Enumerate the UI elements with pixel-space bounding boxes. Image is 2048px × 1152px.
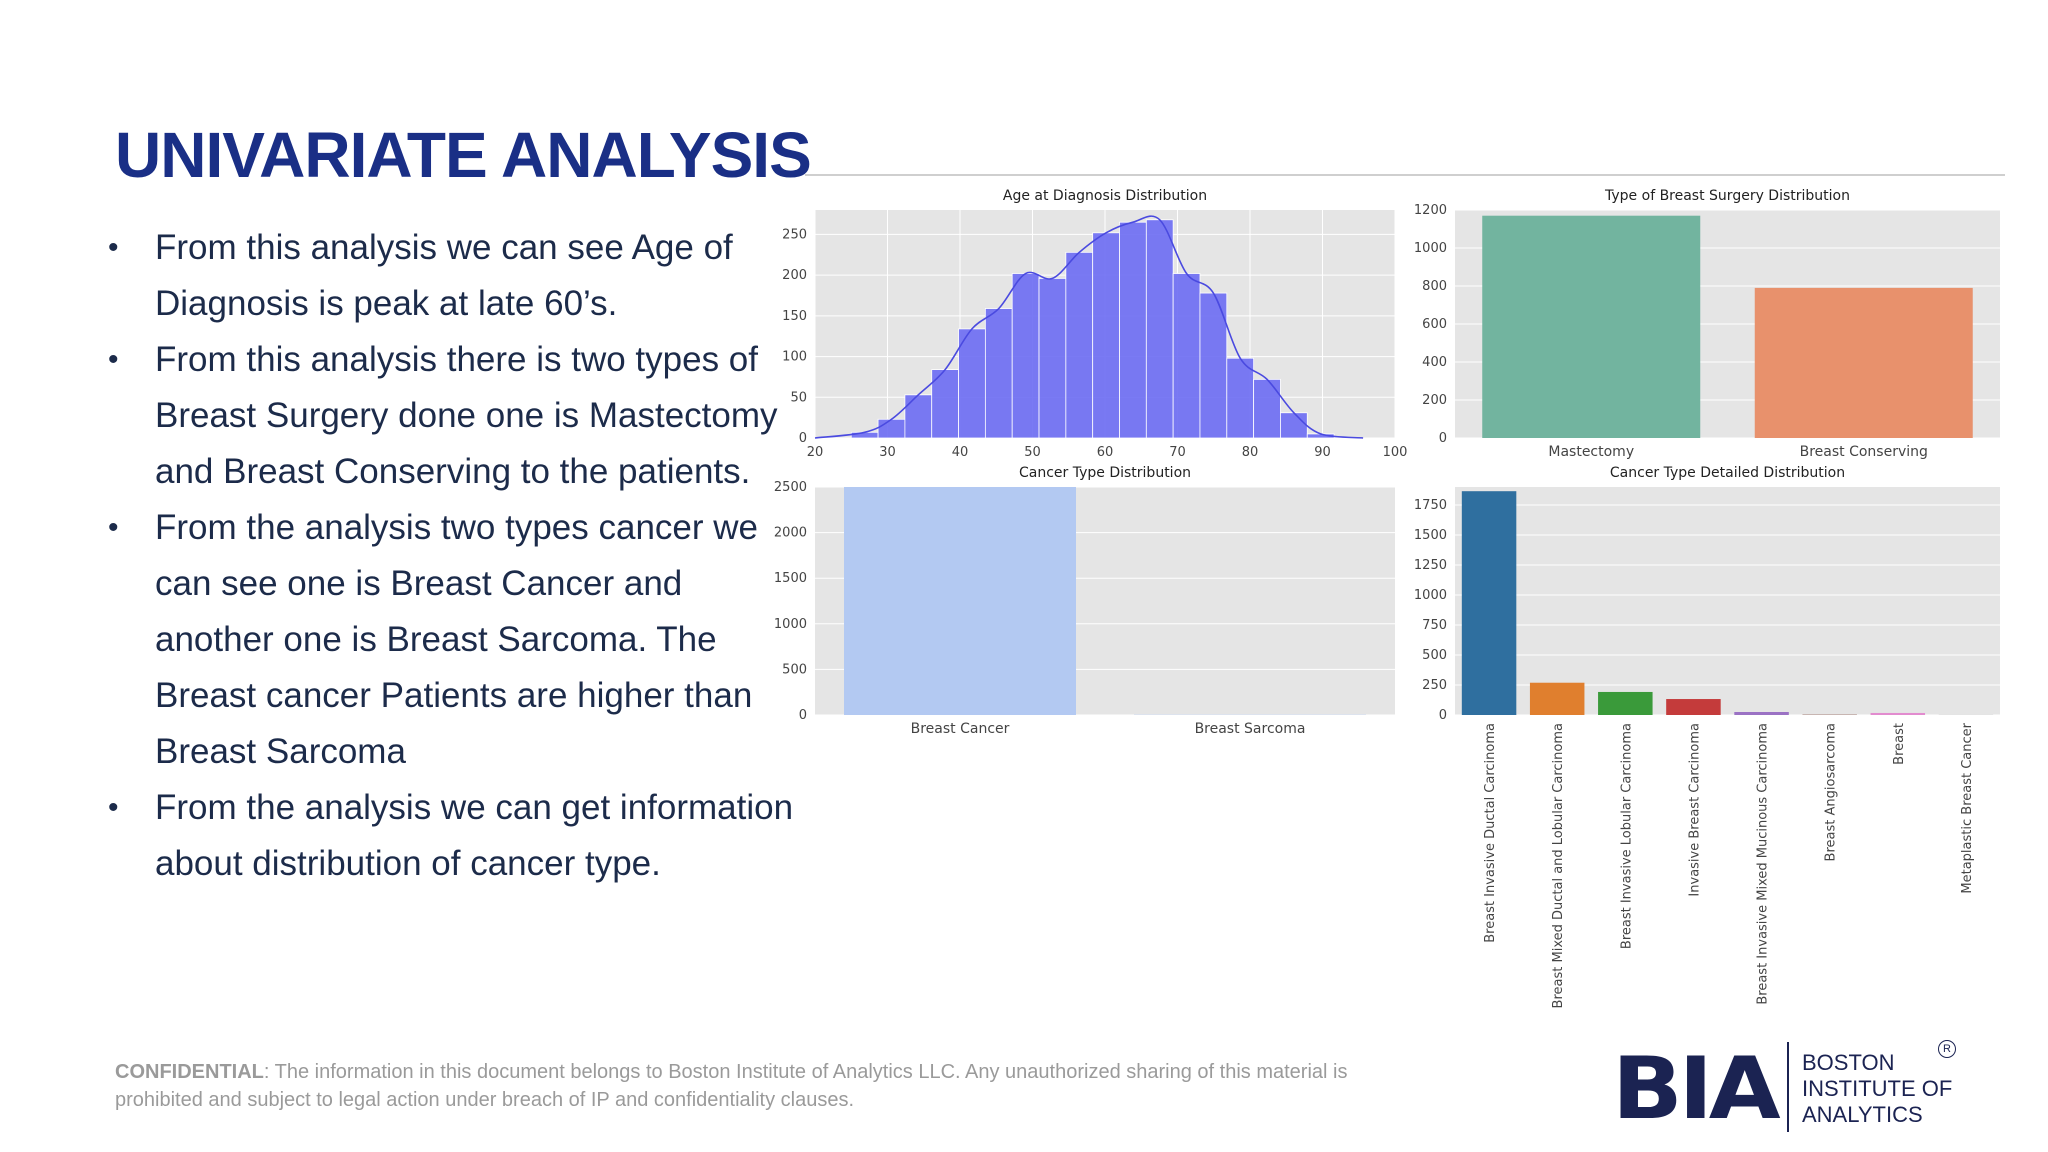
x-tick-label: Breast Cancer bbox=[911, 721, 1010, 737]
x-tick-label: 50 bbox=[1024, 445, 1041, 460]
logo-mark: BIA bbox=[1612, 1039, 1781, 1139]
x-tick-label: Invasive Breast Carcinoma bbox=[1687, 723, 1702, 897]
y-tick-label: 150 bbox=[782, 309, 807, 324]
x-tick-label: Breast Sarcoma bbox=[1195, 721, 1306, 737]
chart-title: Cancer Type Detailed Distribution bbox=[1610, 465, 1845, 481]
x-tick-label: Breast bbox=[1892, 723, 1907, 765]
logo-name-line: INSTITUTE OF bbox=[1802, 1076, 1953, 1101]
y-tick-label: 1750 bbox=[1414, 498, 1447, 513]
bar bbox=[1461, 491, 1517, 715]
y-tick-label: 2500 bbox=[774, 480, 807, 495]
y-tick-label: 2000 bbox=[774, 526, 807, 541]
chart-title: Cancer Type Distribution bbox=[1019, 465, 1191, 481]
histogram-bar bbox=[931, 369, 959, 439]
y-tick-label: 0 bbox=[799, 431, 807, 446]
y-tick-label: 1250 bbox=[1414, 558, 1447, 573]
x-tick-label: 100 bbox=[1383, 445, 1408, 460]
logo-name: BOSTON INSTITUTE OF ANALYTICS bbox=[1802, 1050, 1952, 1128]
histogram-bar bbox=[877, 418, 906, 439]
kde-line bbox=[814, 215, 1364, 439]
y-tick-label: 1000 bbox=[774, 617, 807, 632]
confidential-notice: CONFIDENTIAL: The information in this do… bbox=[115, 1058, 1375, 1114]
y-tick-label: 1200 bbox=[1414, 203, 1447, 218]
histogram-bar bbox=[1119, 221, 1147, 439]
bullet-list: From this analysis we can see Age of Dia… bbox=[100, 220, 800, 892]
x-tick-label: 30 bbox=[879, 445, 896, 460]
x-tick-label: 60 bbox=[1097, 445, 1114, 460]
y-tick-label: 0 bbox=[1439, 708, 1447, 723]
histogram-bar bbox=[1038, 277, 1067, 439]
x-tick-label: Breast Invasive Ductal Carcinoma bbox=[1483, 723, 1498, 943]
y-tick-label: 100 bbox=[782, 350, 807, 365]
logo-name-line: ANALYTICS bbox=[1802, 1102, 1923, 1127]
plot-area bbox=[1455, 487, 2000, 715]
x-tick-label: 80 bbox=[1242, 445, 1259, 460]
title-underline bbox=[805, 174, 2005, 176]
x-tick-label: 40 bbox=[952, 445, 969, 460]
histogram-bar bbox=[1011, 273, 1040, 439]
y-tick-label: 0 bbox=[799, 708, 807, 723]
histogram-bar bbox=[1199, 292, 1228, 439]
histogram-bar bbox=[1065, 251, 1094, 439]
y-tick-label: 750 bbox=[1422, 618, 1447, 633]
y-tick-label: 250 bbox=[782, 227, 807, 242]
confidential-text: : The information in this document belon… bbox=[115, 1061, 1348, 1111]
y-tick-label: 0 bbox=[1439, 431, 1447, 446]
x-tick-label: Breast Mixed Ductal and Lobular Carcinom… bbox=[1551, 723, 1566, 1008]
y-tick-label: 200 bbox=[1422, 393, 1447, 408]
bar bbox=[1529, 682, 1585, 715]
histogram-bar bbox=[1172, 273, 1201, 439]
histogram-bar bbox=[984, 308, 1013, 439]
histogram-bar bbox=[1145, 219, 1174, 439]
logo-name-line: BOSTON bbox=[1802, 1050, 1895, 1075]
x-tick-label: Breast Angiosarcoma bbox=[1824, 723, 1839, 861]
registered-mark: R bbox=[1938, 1040, 1956, 1058]
bar bbox=[1870, 712, 1926, 715]
bullet-item: From this analysis we can see Age of Dia… bbox=[100, 220, 800, 332]
histogram-bar bbox=[1253, 378, 1281, 439]
y-tick-label: 250 bbox=[1422, 678, 1447, 693]
logo-divider bbox=[1787, 1042, 1789, 1132]
bar bbox=[1734, 712, 1789, 715]
x-tick-label: 90 bbox=[1314, 445, 1331, 460]
bar bbox=[1482, 215, 1701, 438]
y-tick-label: 1500 bbox=[774, 571, 807, 586]
x-tick-label: Mastectomy bbox=[1548, 444, 1634, 460]
x-tick-label: Breast Invasive Lobular Carcinoma bbox=[1619, 723, 1634, 949]
slide-title: UNIVARIATE ANALYSIS bbox=[115, 119, 812, 191]
x-tick-label: 70 bbox=[1169, 445, 1186, 460]
y-tick-label: 1500 bbox=[1414, 528, 1447, 543]
bullet-item: From the analysis we can get information… bbox=[100, 780, 800, 892]
bia-logo: BIA BOSTON INSTITUTE OF ANALYTICS R bbox=[1612, 1040, 1982, 1140]
x-tick-label: Breast Invasive Mixed Mucinous Carcinoma bbox=[1756, 723, 1771, 1005]
x-tick-label: 20 bbox=[807, 445, 824, 460]
bullet-item: From the analysis two types cancer we ca… bbox=[100, 500, 800, 780]
histogram-bar bbox=[958, 328, 986, 439]
confidential-label: CONFIDENTIAL bbox=[115, 1061, 264, 1083]
histogram-bar bbox=[850, 431, 879, 439]
histogram-bar bbox=[1092, 232, 1120, 439]
y-tick-label: 400 bbox=[1422, 355, 1447, 370]
y-tick-label: 50 bbox=[790, 390, 807, 405]
histogram-bar bbox=[1226, 357, 1255, 439]
y-tick-label: 800 bbox=[1422, 279, 1447, 294]
bar bbox=[844, 487, 1076, 715]
y-tick-label: 500 bbox=[782, 662, 807, 677]
y-tick-label: 200 bbox=[782, 268, 807, 283]
y-tick-label: 1000 bbox=[1414, 588, 1447, 603]
x-tick-label: Metaplastic Breast Cancer bbox=[1960, 722, 1975, 893]
y-tick-label: 1000 bbox=[1414, 241, 1447, 256]
bullet-item: From this analysis there is two types of… bbox=[100, 332, 800, 500]
bar bbox=[1598, 691, 1653, 715]
y-tick-label: 500 bbox=[1422, 648, 1447, 663]
histogram-bar bbox=[904, 394, 933, 439]
bar bbox=[1666, 699, 1721, 715]
charts-figure: Age at Diagnosis Distribution 0 50 100 150 20… bbox=[774, 188, 2000, 1008]
histogram-bar bbox=[1280, 412, 1308, 439]
chart-title: Type of Breast Surgery Distribution bbox=[1604, 188, 1850, 204]
chart-title: Age at Diagnosis Distribution bbox=[1003, 188, 1207, 204]
y-tick-label: 600 bbox=[1422, 317, 1447, 332]
x-tick-label: Breast Conserving bbox=[1800, 444, 1928, 460]
bar bbox=[1754, 287, 1973, 438]
